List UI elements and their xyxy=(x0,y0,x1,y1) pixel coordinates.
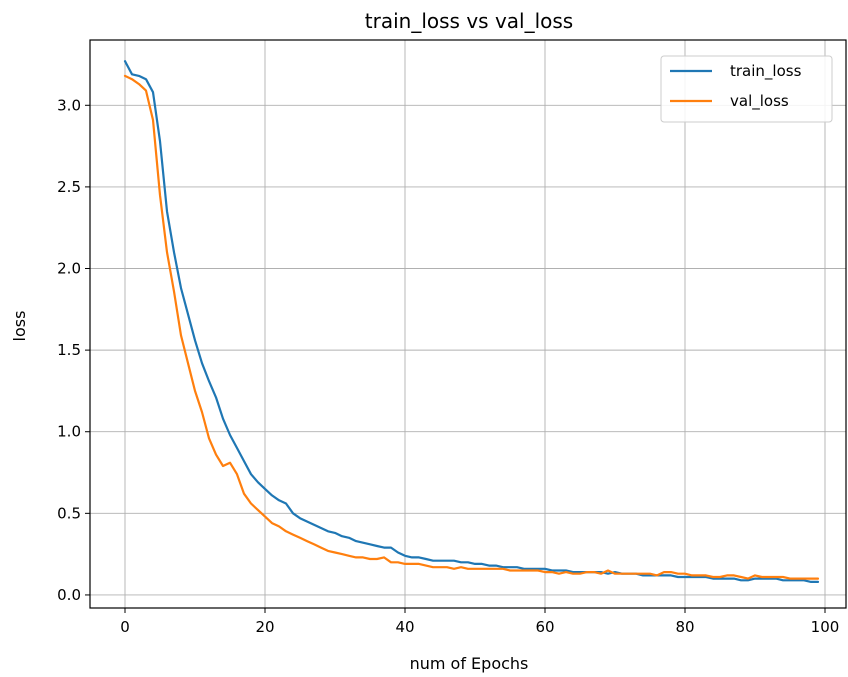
y-tick-label: 1.5 xyxy=(57,341,81,359)
y-tick-label: 0.5 xyxy=(57,504,81,522)
y-tick-label: 1.0 xyxy=(57,423,81,441)
series-layer xyxy=(123,60,820,584)
legend: train_loss val_loss xyxy=(660,55,833,123)
x-tick-label: 20 xyxy=(255,618,274,636)
x-tick-label: 80 xyxy=(675,618,694,636)
y-tick-label: 3.0 xyxy=(57,96,81,114)
series-line-val-loss xyxy=(123,74,820,580)
ticks: 0 20 40 60 80 100 0.0 0.5 1.0 1.5 2.0 2.5 3.0 xyxy=(57,96,839,636)
y-axis-label: loss xyxy=(10,311,29,342)
legend-label-val-loss: val_loss xyxy=(730,92,789,111)
x-tick-label: 100 xyxy=(811,618,840,636)
x-tick-label: 40 xyxy=(395,618,414,636)
plot-frame xyxy=(89,39,847,609)
chart-title: train_loss vs val_loss xyxy=(365,9,573,33)
x-tick-label: 0 xyxy=(120,618,130,636)
y-tick-label: 2.0 xyxy=(57,260,81,278)
grid xyxy=(90,40,846,608)
x-tick-label: 60 xyxy=(535,618,554,636)
y-tick-label: 0.0 xyxy=(57,586,81,604)
x-axis-label: num of Epochs xyxy=(410,654,529,673)
legend-box xyxy=(660,55,833,123)
series-line-train-loss xyxy=(123,60,820,584)
y-tick-label: 2.5 xyxy=(57,178,81,196)
legend-label-train-loss: train_loss xyxy=(730,62,802,81)
